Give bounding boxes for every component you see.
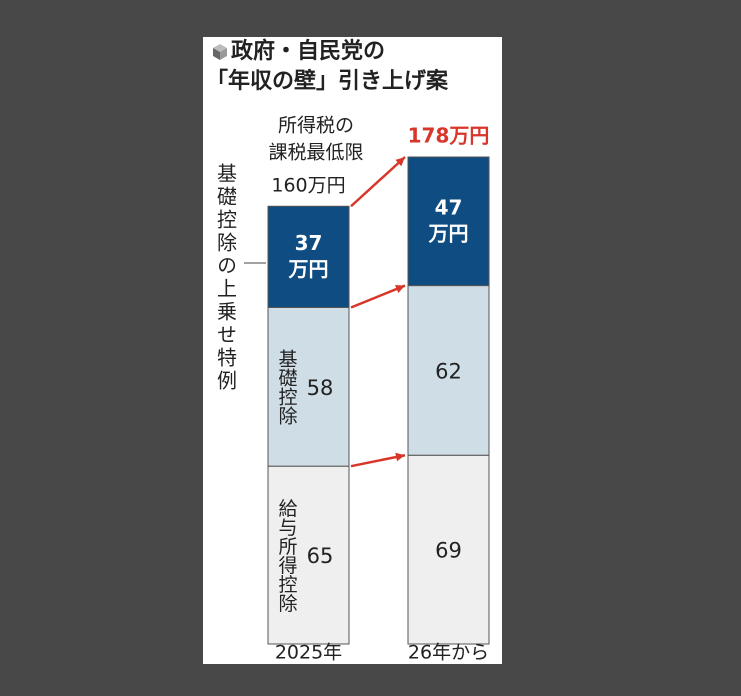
value-label: 47 万円 — [428, 195, 469, 245]
arrow-head — [395, 284, 405, 294]
total-label: 178万円 — [408, 124, 490, 148]
x-tick-label: 2025年 — [275, 642, 342, 664]
annotation: 課税最低限 — [268, 142, 363, 164]
arrow — [350, 284, 406, 309]
arrow-head — [395, 452, 405, 462]
value-label: 65 — [307, 544, 334, 568]
chart-title: 「年収の壁」引き上げ案 — [206, 68, 449, 94]
value-label: 58 — [307, 376, 334, 400]
arrow-head — [395, 157, 405, 167]
bar-segment — [407, 285, 490, 456]
chart-title: 政府・自民党の — [231, 38, 385, 64]
bar-segment — [407, 454, 490, 645]
value-label: 62 — [435, 359, 462, 383]
arrow — [350, 453, 406, 468]
bar-segment — [267, 465, 350, 645]
bar-segment — [267, 306, 350, 467]
value-label: 37 万円 — [288, 230, 329, 280]
series-name: 給与所得控除 — [276, 498, 298, 612]
series-name: 基礎控除 — [276, 349, 298, 425]
value-label: 69 — [435, 539, 462, 563]
total-label: 160万円 — [271, 175, 345, 197]
cube-icon — [213, 44, 227, 60]
annotation: 所得税の — [278, 115, 354, 137]
bar-segment — [267, 205, 350, 308]
series-name: 基礎控除の上乗せ特例 — [214, 163, 238, 393]
arrow — [350, 156, 406, 208]
bar-segment — [407, 156, 490, 287]
x-tick-label: 26年から — [408, 642, 489, 664]
